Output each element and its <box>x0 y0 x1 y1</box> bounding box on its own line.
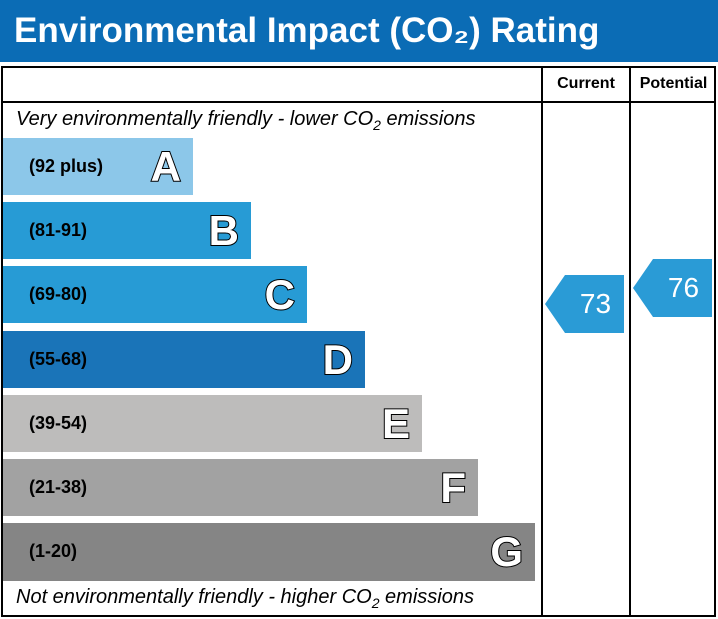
current-column-header: Current <box>557 75 615 92</box>
band-letter: D <box>322 335 354 384</box>
potential-rating-value: 76 <box>667 272 700 303</box>
band-letter: F <box>439 463 467 512</box>
band-e-bar: (39-54) E <box>3 395 422 452</box>
band-range: (39-54) <box>29 413 88 433</box>
band-a-bar: (92 plus) A <box>3 138 193 195</box>
column-divider <box>541 66 543 617</box>
band-range: (92 plus) <box>29 156 104 176</box>
band-letter: G <box>489 527 524 576</box>
potential-column-header: Potential <box>639 75 708 92</box>
rating-table <box>1 66 716 617</box>
band-range: (21-38) <box>29 477 88 497</box>
band-letter: A <box>150 142 182 191</box>
band-f-bar: (21-38) F <box>3 459 478 516</box>
band-range: (55-68) <box>29 349 88 369</box>
band-letter: C <box>264 270 296 319</box>
band-g-bar: (1-20) G <box>3 523 535 581</box>
band-range: (81-91) <box>29 220 88 240</box>
column-divider <box>629 66 631 617</box>
current-rating-value: 73 <box>579 288 612 319</box>
bottom-note-text: Not environmentally friendly - higher CO <box>16 586 372 608</box>
band-letter: E <box>381 399 411 448</box>
header-divider <box>1 101 716 103</box>
bottom-note-after: emissions <box>379 586 474 608</box>
bottom-note-sub: 2 <box>371 595 380 611</box>
bottom-note: Not environmentally friendly - higher CO… <box>16 586 474 611</box>
chart-title: Environmental Impact (CO₂) Rating <box>0 0 718 62</box>
band-letter: B <box>208 206 240 255</box>
top-note-after: emissions <box>380 108 476 130</box>
top-note-sub: 2 <box>373 117 381 133</box>
band-d-bar: (55-68) D <box>3 331 365 388</box>
top-note-text: Very environmentally friendly - lower CO <box>16 108 374 130</box>
band-b-bar: (81-91) B <box>3 202 251 259</box>
band-range: (69-80) <box>29 284 88 304</box>
band-range: (1-20) <box>29 541 78 561</box>
band-c-bar: (69-80) C <box>3 266 307 323</box>
top-note: Very environmentally friendly - lower CO… <box>16 108 475 133</box>
